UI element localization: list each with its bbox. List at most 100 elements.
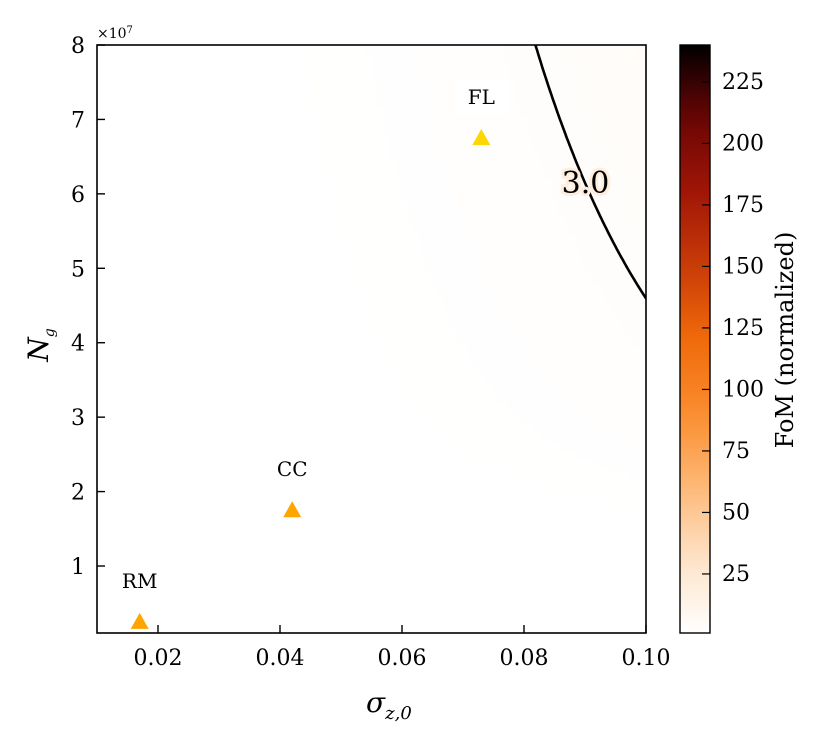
heatmap-cell	[264, 304, 271, 312]
heatmap-cell	[395, 360, 403, 368]
heatmap-cell	[395, 402, 403, 410]
heatmap-cell	[258, 409, 265, 417]
heatmap-cell	[347, 346, 355, 354]
heatmap-cell	[234, 73, 241, 81]
heatmap-cell	[150, 598, 158, 606]
heatmap-cell	[395, 178, 403, 186]
heatmap-cell	[419, 542, 426, 550]
heatmap-cell	[162, 66, 170, 74]
heatmap-cell	[258, 234, 265, 242]
heatmap-cell	[347, 416, 355, 424]
heatmap-cell	[246, 59, 253, 67]
heatmap-cell	[287, 227, 295, 235]
heatmap-cell	[329, 514, 337, 522]
heatmap-cell	[419, 262, 426, 270]
heatmap-cell	[108, 157, 116, 165]
heatmap-cell	[347, 570, 355, 578]
heatmap-cell	[287, 297, 295, 305]
heatmap-cell	[138, 227, 146, 235]
heatmap-cell	[270, 395, 277, 403]
heatmap-cell	[222, 80, 229, 88]
heatmap-cell	[210, 171, 218, 179]
heatmap-cell	[222, 437, 229, 445]
heatmap-cell	[419, 451, 426, 459]
heatmap-cell	[210, 563, 218, 571]
heatmap-cell	[150, 458, 158, 466]
heatmap-cell	[389, 570, 397, 578]
heatmap-cell	[120, 325, 128, 333]
heatmap-cell	[174, 52, 182, 60]
heatmap-cell	[192, 507, 200, 515]
heatmap-cell	[276, 87, 283, 95]
heatmap-cell	[246, 150, 253, 158]
heatmap-cell	[264, 619, 271, 627]
heatmap-cell	[377, 626, 385, 633]
heatmap-cell	[437, 339, 444, 347]
heatmap-cell	[126, 416, 134, 424]
heatmap-cell	[240, 269, 247, 277]
heatmap-cell	[276, 80, 283, 88]
heatmap-cell	[132, 87, 140, 95]
heatmap-cell	[293, 164, 301, 172]
heatmap-cell	[210, 500, 218, 508]
heatmap-cell	[138, 318, 146, 326]
heatmap-cell	[443, 437, 450, 445]
heatmap-cell	[383, 87, 391, 95]
heatmap-cell	[323, 157, 331, 165]
heatmap-cell	[449, 605, 456, 613]
heatmap-cell	[198, 171, 206, 179]
heatmap-cell	[449, 556, 456, 564]
heatmap-cell	[270, 220, 277, 228]
heatmap-cell	[317, 395, 325, 403]
heatmap-cell	[174, 444, 182, 452]
heatmap-cell	[192, 430, 200, 438]
heatmap-cell	[210, 311, 218, 319]
heatmap-cell	[234, 171, 241, 179]
heatmap-cell	[108, 549, 116, 557]
heatmap-cell	[359, 388, 367, 396]
heatmap-cell	[162, 213, 170, 221]
heatmap-cell	[108, 59, 116, 67]
heatmap-cell	[276, 563, 283, 571]
heatmap-cell	[401, 227, 409, 235]
heatmap-cell	[383, 346, 391, 354]
heatmap-cell	[198, 206, 206, 214]
heatmap-cell	[401, 192, 409, 200]
heatmap-cell	[156, 269, 164, 277]
heatmap-cell	[305, 507, 313, 515]
heatmap-cell	[281, 199, 289, 207]
heatmap-cell	[383, 388, 391, 396]
heatmap-cell	[216, 493, 224, 501]
heatmap-cell	[114, 500, 122, 508]
heatmap-cell	[431, 626, 438, 633]
heatmap-cell	[210, 493, 218, 501]
heatmap-cell	[174, 528, 182, 536]
heatmap-cell	[347, 178, 355, 186]
heatmap-cell	[162, 101, 170, 109]
heatmap-cell	[431, 73, 438, 81]
heatmap-cell	[108, 262, 116, 270]
heatmap-cell	[407, 570, 414, 578]
heatmap-cell	[311, 87, 319, 95]
heatmap-cell	[383, 108, 391, 116]
heatmap-cell	[120, 52, 128, 60]
heatmap-cell	[228, 388, 235, 396]
heatmap-cell	[293, 115, 301, 123]
heatmap-cell	[377, 325, 385, 333]
heatmap-cell	[102, 507, 110, 515]
heatmap-cell	[353, 213, 361, 221]
heatmap-cell	[299, 367, 307, 375]
heatmap-cell	[329, 626, 337, 633]
heatmap-cell	[281, 94, 289, 102]
heatmap-cell	[293, 129, 301, 137]
heatmap-cell	[365, 598, 373, 606]
heatmap-cell	[443, 409, 450, 417]
heatmap-cell	[317, 297, 325, 305]
heatmap-cell	[311, 437, 319, 445]
heatmap-cell	[270, 367, 277, 375]
heatmap-cell	[186, 367, 194, 375]
heatmap-cell	[389, 367, 397, 375]
heatmap-cell	[252, 304, 259, 312]
heatmap-cell	[228, 241, 235, 249]
heatmap-cell	[156, 325, 164, 333]
